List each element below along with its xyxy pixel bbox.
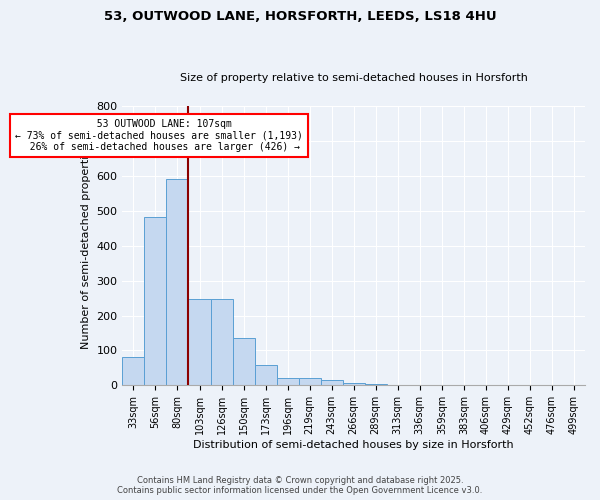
Bar [254,366,277,386]
Text: 53 OUTWOOD LANE: 107sqm
← 73% of semi-detached houses are smaller (1,193)
  26% : 53 OUTWOOD LANE: 107sqm ← 73% of semi-de… [15,120,302,152]
Bar [343,382,365,386]
Bar [145,216,166,386]
Bar [166,180,188,386]
Text: Contains HM Land Registry data © Crown copyright and database right 2025.
Contai: Contains HM Land Registry data © Crown c… [118,476,482,495]
Bar [365,384,387,386]
Y-axis label: Number of semi-detached properties: Number of semi-detached properties [81,142,91,348]
Bar [233,338,254,386]
Bar [122,358,145,386]
Bar [277,378,299,386]
Title: Size of property relative to semi-detached houses in Horsforth: Size of property relative to semi-detach… [180,73,527,83]
Bar [299,378,320,386]
Text: 53, OUTWOOD LANE, HORSFORTH, LEEDS, LS18 4HU: 53, OUTWOOD LANE, HORSFORTH, LEEDS, LS18… [104,10,496,23]
Bar [320,380,343,386]
X-axis label: Distribution of semi-detached houses by size in Horsforth: Distribution of semi-detached houses by … [193,440,514,450]
Bar [211,298,233,386]
Bar [188,298,211,386]
